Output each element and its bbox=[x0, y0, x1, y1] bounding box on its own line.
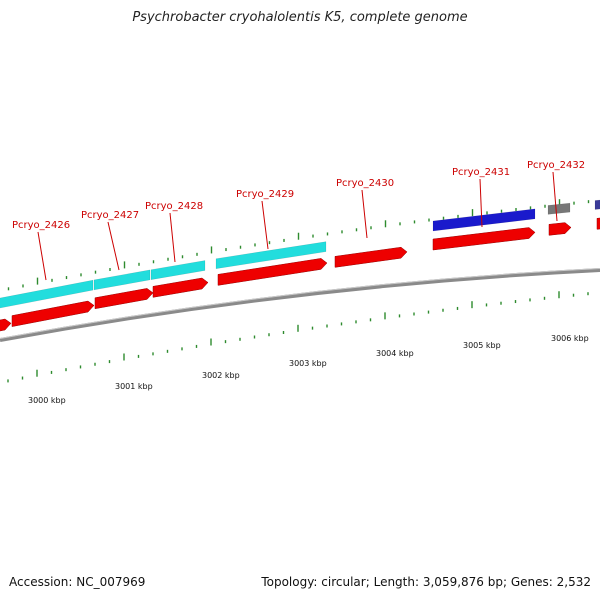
topology-value: circular bbox=[321, 575, 366, 589]
scale-label: 3006 kbp bbox=[551, 334, 589, 343]
gene-label: Pcryo_2430 bbox=[336, 178, 394, 189]
cds-arrow bbox=[217, 258, 328, 286]
accession-value: NC_007969 bbox=[76, 575, 146, 589]
cds-arrow bbox=[548, 222, 572, 236]
gene-label: Pcryo_2429 bbox=[236, 189, 294, 200]
gene-label: Pcryo_2427 bbox=[81, 210, 139, 221]
genome-backbone bbox=[0, 268, 600, 342]
gene-label: Pcryo_2428 bbox=[145, 201, 203, 212]
gene-label-leader bbox=[169, 212, 176, 263]
gene-label-leader bbox=[261, 200, 269, 250]
length-label: Length: bbox=[373, 575, 420, 589]
gene-block-cyan bbox=[0, 279, 94, 309]
gene-label: Pcryo_2426 bbox=[12, 220, 70, 231]
footer-accession: Accession: NC_007969 bbox=[9, 575, 145, 589]
gene-label: Pcryo_2432 bbox=[527, 160, 585, 171]
cds-track bbox=[0, 217, 600, 332]
gene-label-leader bbox=[552, 171, 558, 222]
cds-arrow bbox=[0, 318, 12, 332]
gene-label-leader bbox=[107, 221, 120, 271]
inner-tick-track bbox=[7, 291, 589, 383]
accession-label: Accession: bbox=[9, 575, 73, 589]
cds-arrow bbox=[596, 217, 600, 230]
scale-label: 3000 kbp bbox=[28, 396, 66, 405]
cds-arrow bbox=[334, 246, 408, 268]
map-title: Psychrobacter cryohalolentis K5, complet… bbox=[132, 10, 468, 25]
gene-label: Pcryo_2431 bbox=[452, 167, 510, 178]
gene-track bbox=[0, 199, 600, 309]
scale-label: 3003 kbp bbox=[289, 359, 327, 368]
gene-block-gray bbox=[547, 202, 571, 215]
cds-arrow bbox=[94, 288, 154, 310]
scale-label: 3002 kbp bbox=[202, 371, 240, 380]
cds-arrow bbox=[11, 300, 95, 327]
gene-label-leader bbox=[37, 231, 47, 281]
topology-label: Topology: bbox=[261, 575, 318, 589]
genes-label: Genes: bbox=[510, 575, 553, 589]
scale-label: 3004 kbp bbox=[376, 349, 414, 358]
gene-label-leader bbox=[479, 178, 483, 228]
gene-block-blue bbox=[594, 199, 600, 210]
outer-tick-track bbox=[7, 199, 590, 291]
cds-arrow bbox=[152, 277, 209, 298]
genes-value: 2,532 bbox=[556, 575, 591, 589]
scale-label: 3005 kbp bbox=[463, 341, 501, 350]
gene-label-leader bbox=[361, 189, 368, 239]
gene-block-cyan bbox=[215, 241, 327, 269]
genome-backbone-highlight bbox=[0, 268, 600, 339]
length-value: 3,059,876 bp bbox=[422, 575, 503, 589]
scale-label: 3001 kbp bbox=[115, 382, 153, 391]
gene-block-cyan bbox=[93, 269, 151, 291]
cds-arrow bbox=[432, 227, 536, 251]
footer-genome-info: Topology: circular; Length: 3,059,876 bp… bbox=[261, 575, 591, 589]
gene-block-blue bbox=[432, 208, 536, 232]
gene-block-cyan bbox=[150, 260, 206, 280]
